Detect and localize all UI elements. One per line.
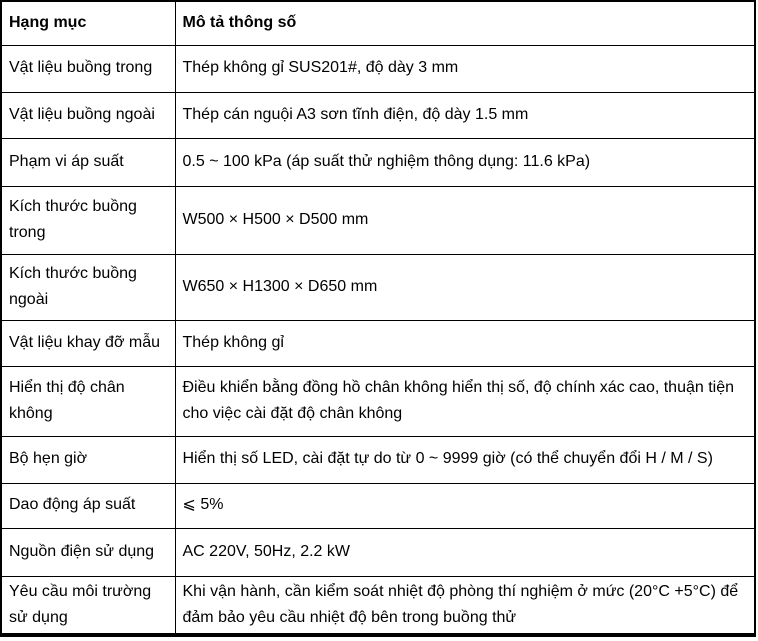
item-cell: Vật liệu buồng ngoài (0, 91, 176, 139)
column-header-description: Mô tả thông số (174, 0, 756, 46)
description-cell: W500 × H500 × D500 mm (174, 185, 756, 255)
table-row: Hiển thị độ chân không Điều khiển bằng đồ… (0, 365, 756, 437)
spec-table-header: Hạng mục Mô tả thông số (0, 0, 756, 46)
table-row: Vật liệu buồng ngoài Thép cán nguội A3 sơ… (0, 91, 756, 139)
item-cell: Nguồn điện sử dụng (0, 527, 176, 577)
table-row: Dao động áp suất ⩽ 5% (0, 482, 756, 529)
description-cell: 0.5 ~ 100 kPa (áp suất thử nghiệm thông … (174, 137, 756, 187)
item-cell: Vật liệu khay đỡ mẫu (0, 319, 176, 367)
description-cell: AC 220V, 50Hz, 2.2 kW (174, 527, 756, 577)
table-row: Vật liệu buồng trong Thép không gỉ SUS201… (0, 44, 756, 93)
description-cell: Hiển thị số LED, cài đặt tự do từ 0 ~ 99… (174, 435, 756, 484)
table-row: Yêu cầu môi trường sử dụng Khi vận hành, … (0, 575, 756, 636)
table-row: Vật liệu khay đỡ mẫu Thép không gỉ (0, 319, 756, 367)
description-cell: Thép không gỉ (174, 319, 756, 367)
spec-table-body: Vật liệu buồng trong Thép không gỉ SUS201… (0, 44, 756, 636)
item-cell: Vật liệu buồng trong (0, 44, 176, 93)
header-row: Hạng mục Mô tả thông số (0, 0, 756, 46)
description-cell: Khi vận hành, cần kiểm soát nhiệt độ phò… (174, 575, 756, 636)
item-cell: Hiển thị độ chân không (0, 365, 176, 437)
description-cell: ⩽ 5% (174, 482, 756, 529)
description-cell: W650 × H1300 × D650 mm (174, 253, 756, 321)
description-cell: Thép không gỉ SUS201#, độ dày 3 mm (174, 44, 756, 93)
table-row: Kích thước buồng trong W500 × H500 × D500… (0, 185, 756, 255)
table-row: Bộ hẹn giờ Hiển thị số LED, cài đặt tự do… (0, 435, 756, 484)
table-row: Kích thước buồng ngoài W650 × H1300 × D65… (0, 253, 756, 321)
item-cell: Phạm vi áp suất (0, 137, 176, 187)
item-cell: Bộ hẹn giờ (0, 435, 176, 484)
item-cell: Kích thước buồng trong (0, 185, 176, 255)
item-cell: Kích thước buồng ngoài (0, 253, 176, 321)
item-cell: Dao động áp suất (0, 482, 176, 529)
table-row: Phạm vi áp suất 0.5 ~ 100 kPa (áp suất th… (0, 137, 756, 187)
column-header-item: Hạng mục (0, 0, 176, 46)
item-cell: Yêu cầu môi trường sử dụng (0, 575, 176, 636)
description-cell: Thép cán nguội A3 sơn tĩnh điện, độ dày … (174, 91, 756, 139)
table-row: Nguồn điện sử dụng AC 220V, 50Hz, 2.2 kW (0, 527, 756, 577)
description-cell: Điều khiển bằng đồng hồ chân không hiển … (174, 365, 756, 437)
